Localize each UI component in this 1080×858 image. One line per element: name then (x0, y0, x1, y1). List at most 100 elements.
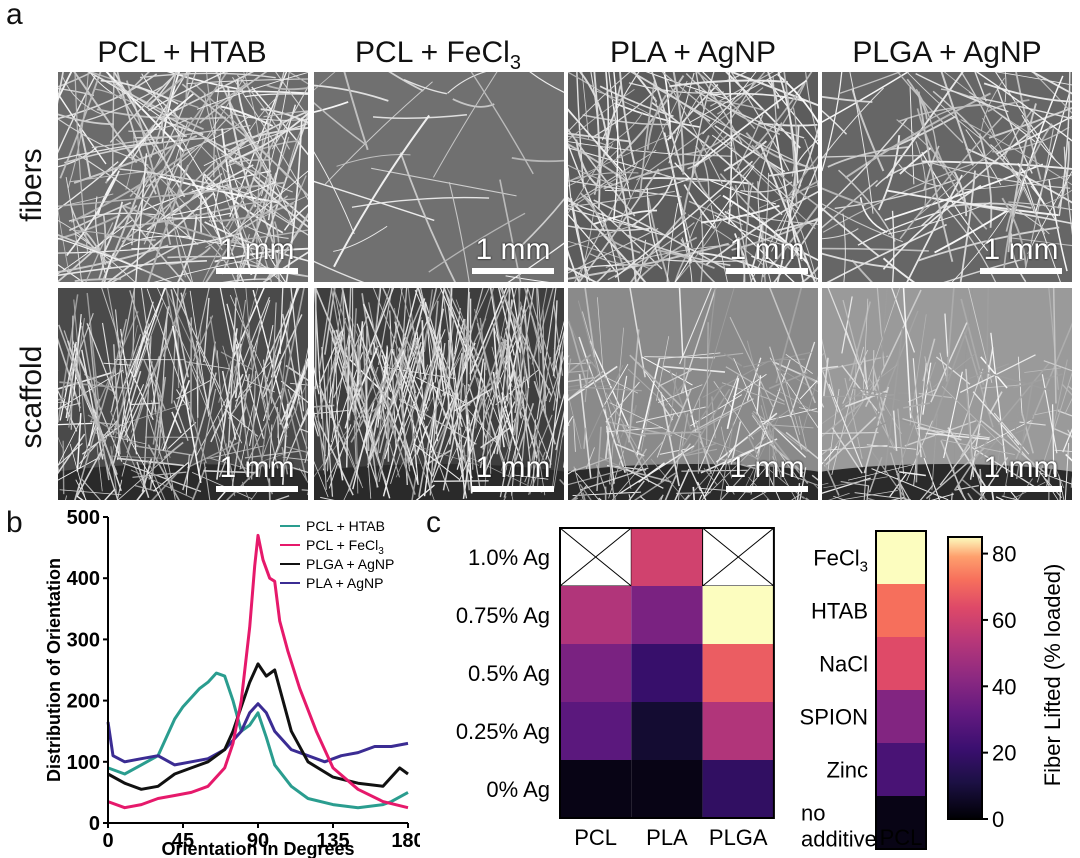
fiber (1054, 449, 1072, 452)
fiber (210, 373, 244, 443)
fiber (393, 348, 411, 472)
fiber (1002, 108, 1034, 161)
fiber (698, 111, 816, 230)
fiber (779, 360, 782, 391)
fiber (146, 288, 185, 396)
fiber (79, 225, 107, 266)
fiber (580, 467, 649, 491)
fiber (957, 368, 984, 440)
fiber (615, 443, 645, 457)
fiber (1007, 103, 1037, 253)
fiber (568, 132, 677, 183)
fiber (822, 247, 929, 252)
fiber (907, 388, 937, 403)
fiber (107, 192, 214, 282)
fiber (484, 431, 490, 489)
fiber (979, 436, 1001, 460)
fiber (628, 480, 645, 500)
fiber (885, 72, 964, 179)
fiber (58, 422, 93, 426)
fiber (568, 358, 572, 379)
fiber (328, 319, 346, 404)
fiber (743, 351, 812, 368)
fiber (568, 190, 675, 208)
fiber (166, 72, 244, 91)
fiber (314, 410, 327, 457)
fiber (533, 288, 548, 359)
fiber (575, 472, 600, 500)
fiber (495, 288, 512, 362)
x-axis-label: Orientation in Degrees (161, 839, 354, 858)
fiber (593, 72, 601, 209)
fiber (318, 330, 343, 385)
fiber (604, 376, 639, 394)
fiber (738, 468, 766, 500)
fiber (575, 139, 598, 187)
additive-cell (876, 690, 926, 743)
fiber (162, 379, 191, 451)
fiber (400, 288, 426, 372)
fiber (219, 288, 234, 353)
fiber (796, 483, 801, 500)
fiber (991, 491, 995, 500)
fiber (278, 364, 308, 481)
additive-label: NaCl (819, 652, 868, 677)
fiber (58, 402, 81, 410)
fiber (131, 402, 160, 406)
fiber (828, 492, 850, 500)
fiber (280, 380, 308, 404)
fiber (660, 494, 664, 500)
fiber (226, 303, 265, 439)
fiber (682, 356, 686, 394)
fiber (58, 161, 119, 211)
fiber (992, 126, 1070, 153)
fiber (482, 362, 486, 450)
fiber (798, 415, 808, 452)
fiber (1036, 371, 1072, 483)
fiber (697, 252, 763, 271)
fiber (666, 203, 679, 282)
fiber (86, 292, 101, 411)
fiber (398, 398, 477, 445)
fiber (1015, 381, 1034, 480)
fiber (975, 72, 1072, 142)
column-title-1: PCL + HTAB (97, 36, 267, 69)
scale-bar-line (216, 486, 298, 492)
fiber (351, 196, 490, 208)
fiber (314, 101, 349, 114)
fiber (489, 419, 492, 474)
fiber (657, 398, 674, 421)
fiber (250, 136, 290, 218)
fiber (605, 425, 615, 484)
fiber (176, 163, 223, 246)
fiber (674, 165, 755, 282)
fiber (512, 314, 532, 464)
fiber (822, 228, 859, 240)
fiber (822, 431, 879, 435)
fiber (604, 424, 611, 459)
fiber (281, 446, 289, 475)
fiber (967, 492, 974, 500)
fiber (696, 481, 707, 500)
series-line-plga-agnp (107, 662, 409, 791)
fiber (769, 346, 803, 450)
fiber (353, 420, 357, 465)
fiber (988, 391, 1003, 415)
fiber (146, 72, 177, 108)
fiber (614, 160, 753, 279)
fiber (73, 299, 89, 457)
fiber (877, 135, 901, 211)
fiber (995, 448, 1001, 471)
fiber (918, 226, 1060, 262)
fiber (902, 418, 957, 435)
fiber (514, 288, 521, 404)
fiber (568, 369, 605, 401)
fiber (678, 288, 684, 357)
fiber (581, 72, 590, 139)
fiber (717, 72, 748, 83)
fiber (394, 321, 417, 394)
fiber (518, 288, 528, 403)
fiber (633, 472, 676, 500)
fiber (568, 167, 591, 281)
scale-bar-label: 1 mm (219, 451, 295, 484)
